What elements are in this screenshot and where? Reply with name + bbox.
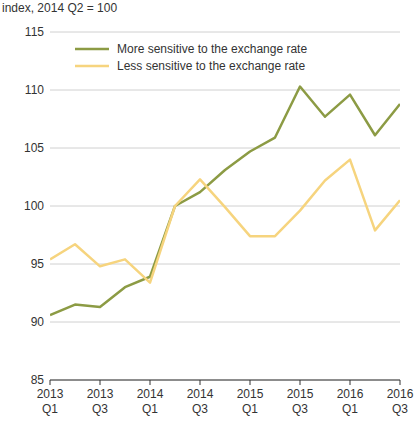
x-tick-label-line: 2015: [237, 387, 264, 401]
x-tick-label-line: Q1: [242, 402, 258, 416]
x-tick-label-line: Q1: [42, 402, 58, 416]
grid-line: [50, 32, 400, 33]
x-tick-label-line: Q3: [92, 402, 108, 416]
x-tick: [50, 380, 51, 385]
y-axis-title: index, 2014 Q2 = 100: [2, 1, 117, 15]
x-tick-label: 2015Q1: [237, 387, 264, 416]
y-tick-label: 110: [25, 83, 44, 97]
y-tick-label: 90: [31, 315, 45, 329]
series-line: [50, 87, 400, 316]
grid-line: [50, 322, 400, 323]
y-tick-label: 115: [25, 25, 44, 39]
x-tick-label-line: Q3: [192, 402, 208, 416]
x-tick-label-line: 2015: [287, 387, 314, 401]
x-tick-label: 2016Q1: [337, 387, 364, 416]
y-tick-label: 85: [31, 373, 45, 387]
y-tick-label: 105: [24, 141, 44, 155]
x-tick: [100, 380, 101, 385]
x-tick-label: 2014Q1: [137, 387, 164, 416]
x-tick-label: 2016Q3: [387, 387, 414, 416]
x-tick-label: 2013Q3: [87, 387, 114, 416]
x-tick-label: 2015Q3: [287, 387, 314, 416]
x-tick-label-line: 2016: [387, 387, 414, 401]
legend-swatch: [75, 65, 109, 68]
plot-area: [50, 87, 400, 316]
x-tick-label-line: 2016: [337, 387, 364, 401]
x-tick-label-line: 2013: [37, 387, 64, 401]
x-tick-label-line: 2013: [87, 387, 114, 401]
x-tick-label-line: Q1: [342, 402, 358, 416]
legend-label: More sensitive to the exchange rate: [117, 42, 307, 56]
x-tick: [400, 380, 401, 385]
x-tick: [150, 380, 151, 385]
x-tick: [250, 380, 251, 385]
x-tick: [300, 380, 301, 385]
x-tick-label-line: Q3: [292, 402, 308, 416]
x-tick-label-line: Q1: [142, 402, 158, 416]
y-tick-label: 100: [24, 199, 44, 213]
grid-line: [50, 90, 400, 91]
x-tick: [350, 380, 351, 385]
x-tick-label: 2013Q1: [37, 387, 64, 416]
x-tick: [200, 380, 201, 385]
x-tick-label-line: 2014: [137, 387, 164, 401]
legend-label: Less sensitive to the exchange rate: [117, 59, 305, 73]
chart: index, 2014 Q2 = 100 85 90 95 100 105 110 115 20…: [0, 0, 416, 427]
x-axis: [50, 380, 400, 381]
x-tick-label: 2014Q3: [187, 387, 214, 416]
y-tick-label: 95: [31, 257, 45, 271]
legend-swatch: [75, 48, 109, 51]
grid-line: [50, 380, 400, 381]
grid-line: [50, 148, 400, 149]
series-line: [50, 160, 400, 283]
x-tick-label-line: Q3: [392, 402, 408, 416]
x-tick-label-line: 2014: [187, 387, 214, 401]
